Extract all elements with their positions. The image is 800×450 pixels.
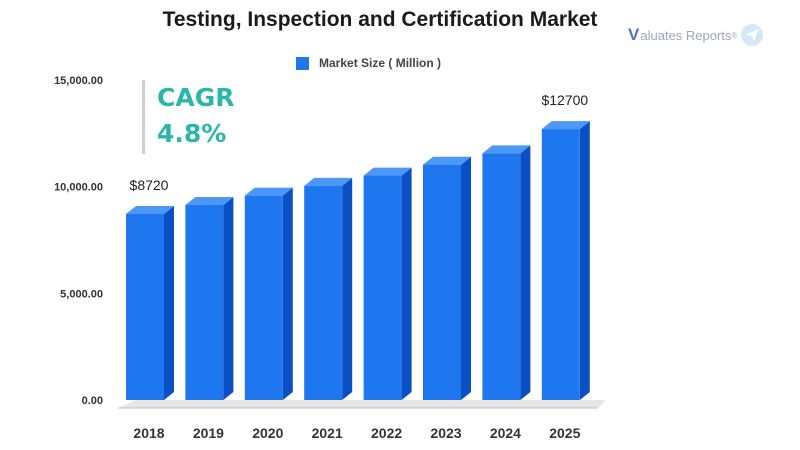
y-tick-label: 15,000.00 (54, 75, 103, 87)
bar (423, 164, 461, 400)
logo-registered: ® (731, 30, 738, 40)
x-tick-label: 2019 (193, 425, 224, 441)
brand-logo: V aluates Reports ® (628, 24, 764, 46)
cagr-value: 4.8% (157, 119, 227, 148)
bar-side (401, 167, 412, 400)
legend-label: Market Size ( Million ) (319, 56, 442, 70)
logo-text: aluates Reports (640, 27, 732, 43)
data-label: $8720 (130, 177, 169, 193)
bar (482, 153, 521, 400)
bar-side (223, 197, 234, 400)
bar (185, 205, 224, 400)
bar (244, 195, 283, 400)
cagr-annotation: CAGR 4.8% (142, 80, 234, 154)
chart-floor (118, 400, 606, 408)
bar (126, 213, 164, 400)
x-tick-label: 2025 (549, 425, 580, 441)
y-tick-label: 0.00 (82, 395, 103, 407)
bar-top (363, 167, 412, 176)
chart-title: Testing, Inspection and Certification Ma… (162, 8, 598, 31)
legend: Market Size ( Million ) (296, 56, 441, 70)
x-tick-label: 2020 (252, 425, 283, 441)
bar-top (541, 121, 590, 130)
bar-top (482, 145, 531, 154)
bar-side (282, 187, 293, 400)
bar-top (244, 187, 293, 196)
bar-side (520, 145, 531, 400)
bar-side (164, 205, 174, 400)
x-tick-label: 2022 (371, 425, 402, 441)
paper-plane-icon (741, 24, 764, 46)
legend-swatch (296, 56, 309, 70)
x-tick-label: 2024 (490, 425, 521, 441)
bar-top (304, 177, 353, 186)
data-label: $12700 (541, 92, 588, 108)
bar-side (461, 156, 471, 400)
x-tick-label: 2021 (312, 425, 343, 441)
bar-side (342, 177, 353, 400)
bar-side (579, 121, 590, 401)
logo-mark: V (628, 25, 640, 44)
bar-top (185, 197, 234, 206)
bar (304, 185, 343, 400)
cagr-label: CAGR (157, 83, 235, 112)
bar (541, 129, 580, 401)
y-tick-label: 10,000.00 (54, 182, 103, 194)
x-tick-label: 2018 (133, 425, 164, 441)
bar-top (126, 205, 174, 214)
bar-top (423, 156, 471, 165)
y-tick-label: 5,000.00 (60, 288, 103, 300)
bar (363, 175, 402, 400)
x-tick-label: 2023 (430, 425, 461, 441)
